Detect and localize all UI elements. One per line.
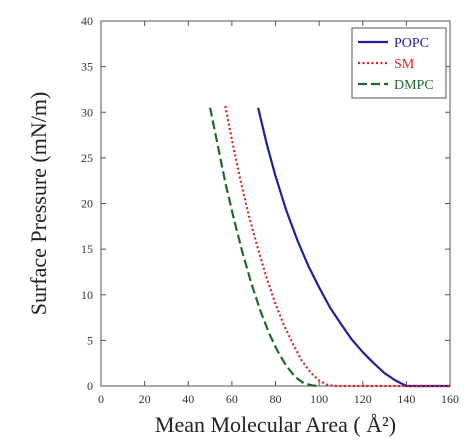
series-line-dmpc	[209, 107, 320, 388]
y-axis-ticks: 0 5 10 15 20 25 30 35 40	[81, 14, 450, 393]
legend-label-sm: SM	[394, 57, 415, 72]
x-tick-label: 160	[441, 392, 459, 406]
x-tick-label: 60	[226, 392, 238, 406]
series-line-popc	[257, 107, 450, 388]
y-tick-label: 20	[81, 197, 93, 211]
legend-label-dmpc: DMPC	[394, 78, 434, 93]
y-tick-label: 5	[87, 333, 93, 347]
series-line-sm	[224, 105, 450, 388]
y-tick-label: 15	[81, 242, 93, 256]
x-axis-ticks: 0 20 40 60 80 100 120 140 160	[98, 21, 459, 406]
y-tick-label: 10	[81, 288, 93, 302]
x-tick-label: 20	[139, 392, 151, 406]
x-axis-title: Mean Molecular Area ( Å²)	[155, 412, 396, 437]
x-tick-label: 80	[270, 392, 282, 406]
y-axis-title: Surface Pressure (mN/m)	[26, 92, 51, 316]
y-tick-label: 30	[81, 105, 93, 119]
x-tick-label: 120	[354, 392, 372, 406]
x-tick-label: 40	[182, 392, 194, 406]
x-tick-label: 0	[98, 392, 104, 406]
y-tick-label: 25	[81, 151, 93, 165]
series-layer	[209, 105, 450, 388]
x-tick-label: 100	[310, 392, 328, 406]
legend-label-popc: POPC	[394, 36, 429, 51]
y-tick-label: 0	[87, 379, 93, 393]
x-tick-label: 140	[397, 392, 415, 406]
y-tick-label: 35	[81, 60, 93, 74]
legend: POPC SM DMPC	[351, 27, 447, 99]
y-tick-label: 40	[81, 14, 93, 28]
